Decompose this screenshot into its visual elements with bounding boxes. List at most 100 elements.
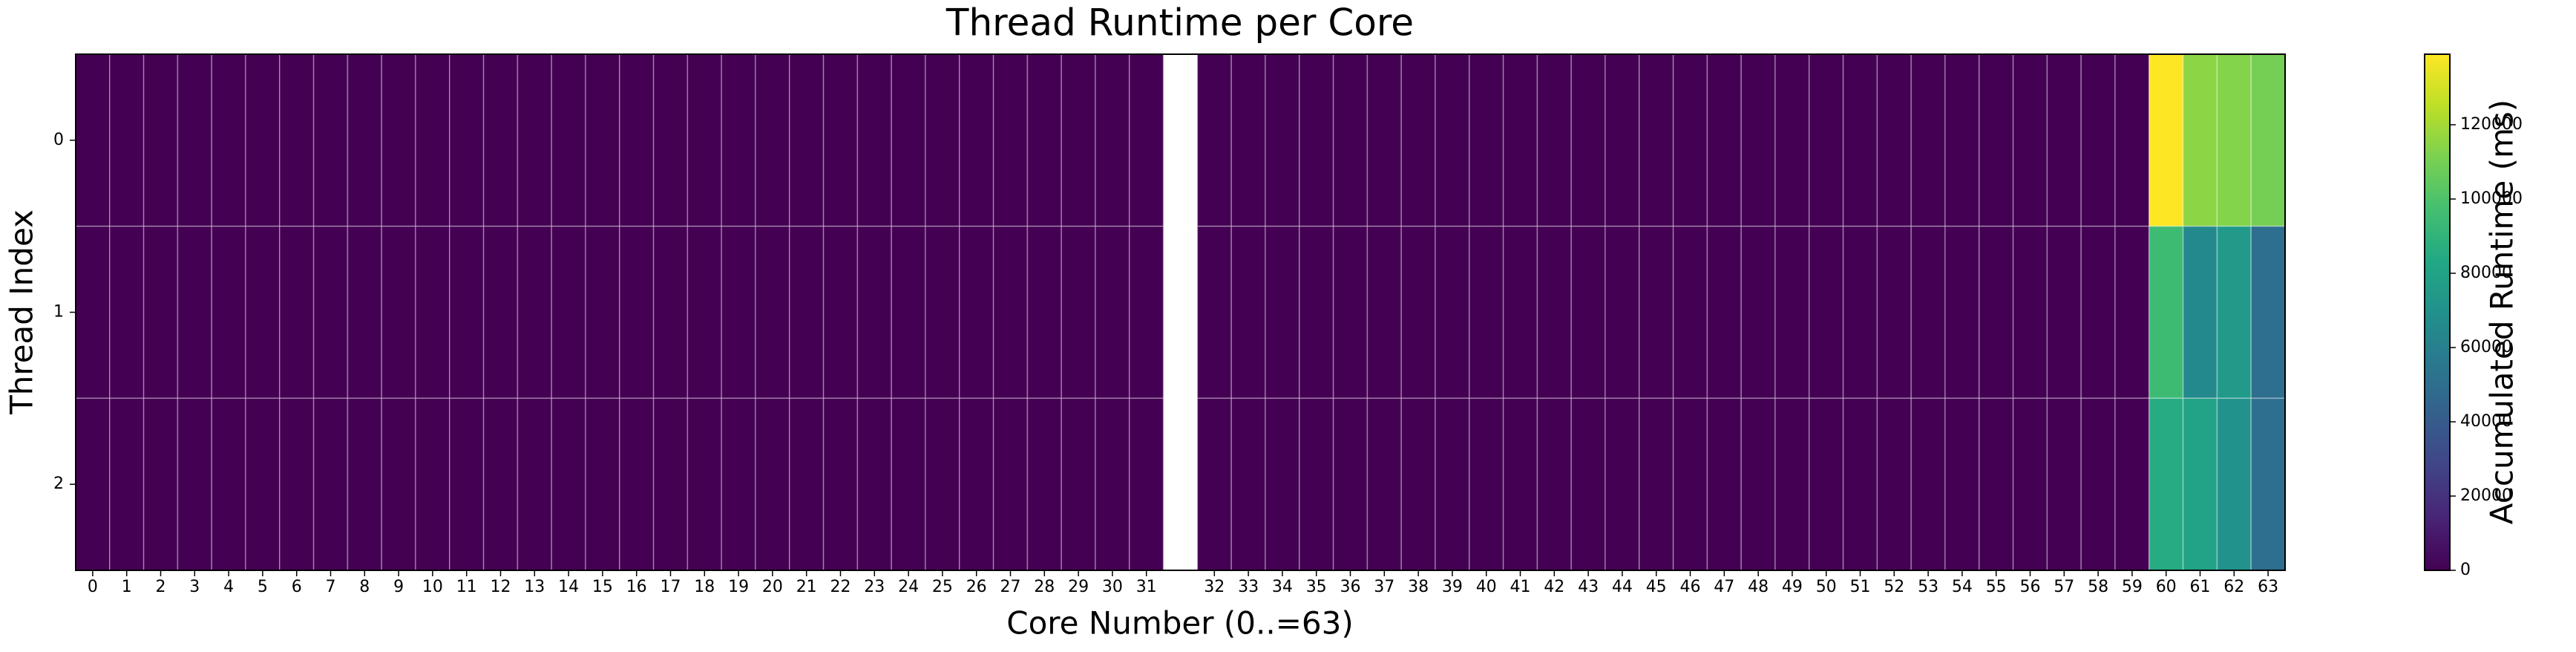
x-tick-label: 20 (762, 578, 783, 596)
heatmap-cell (2216, 53, 2252, 227)
heatmap-cell (652, 53, 689, 227)
heatmap-cell (1061, 397, 1096, 571)
colorbar-tick-label: 120000 (2460, 115, 2523, 134)
x-axis-label: Core Number (0..=63) (1006, 605, 1353, 642)
heatmap-cell (1570, 397, 1606, 571)
heatmap-cell (959, 53, 994, 227)
heatmap-cell (2216, 397, 2252, 571)
heatmap-cell (1299, 225, 1334, 400)
heatmap-cell (1265, 397, 1300, 571)
heatmap-cell (1876, 397, 1912, 571)
heatmap-cell (2250, 397, 2286, 571)
heatmap-cell (1332, 397, 1369, 571)
heatmap-cell (1605, 397, 1640, 571)
x-tick-label: 16 (626, 578, 647, 596)
heatmap-cell (1026, 397, 1062, 571)
heatmap-cell (1570, 225, 1606, 400)
heatmap-cell (1944, 397, 1980, 571)
heatmap-cell (925, 225, 960, 400)
x-tick-label: 60 (2156, 578, 2177, 596)
heatmap-cell (856, 225, 892, 400)
heatmap-cell (312, 225, 349, 400)
heatmap-cell (1265, 225, 1300, 400)
heatmap-cell (1299, 53, 1334, 227)
heatmap-cell (75, 53, 111, 227)
heatmap-cell (2046, 53, 2082, 227)
heatmap-cell (822, 225, 859, 400)
colorbar-tick-label: 20000 (2460, 486, 2512, 505)
heatmap-cell (211, 397, 246, 571)
x-tick-label: 38 (1408, 578, 1429, 596)
x-tick-label: 50 (1816, 578, 1837, 596)
heatmap-cell (619, 53, 655, 227)
heatmap-cell (1400, 397, 1436, 571)
y-tick-label: 0 (53, 131, 64, 149)
heatmap-cell (1265, 53, 1300, 227)
heatmap-cell (721, 53, 756, 227)
x-tick-label: 4 (223, 578, 234, 596)
colorbar-tick-label: 40000 (2460, 412, 2512, 431)
heatmap-cell (1129, 397, 1164, 571)
heatmap-cell (1842, 225, 1878, 400)
heatmap-cell (1536, 397, 1572, 571)
heatmap-cell (1876, 53, 1912, 227)
heatmap-cell (75, 397, 111, 571)
chart-title: Thread Runtime per Core (945, 1, 1414, 45)
heatmap-cell (1706, 225, 1742, 400)
x-tick-label: 41 (1510, 578, 1531, 596)
heatmap-cell (1740, 397, 1776, 571)
heatmap-cell (959, 225, 994, 400)
heatmap-cell (1026, 225, 1062, 400)
heatmap-cell (1400, 53, 1436, 227)
heatmap-cell (755, 53, 790, 227)
colorbar-label: Accumulated Runtime (ms) (2484, 100, 2520, 524)
heatmap-cell (109, 397, 145, 571)
x-tick-label: 13 (524, 578, 545, 596)
heatmap-cell (925, 53, 960, 227)
heatmap-cell (1672, 397, 1708, 571)
heatmap-cell (856, 397, 892, 571)
x-tick-label: 45 (1646, 578, 1667, 596)
heatmap-cell (2182, 397, 2218, 571)
heatmap-cell (347, 225, 382, 400)
x-tick-label: 24 (898, 578, 919, 596)
heatmap-cell (347, 53, 382, 227)
heatmap-cell (2182, 225, 2218, 400)
heatmap-cell (1502, 225, 1538, 400)
heatmap-cell (2012, 53, 2048, 227)
heatmap-cell (822, 397, 859, 571)
y-tick-label: 2 (53, 475, 64, 493)
heatmap-cell (2250, 53, 2286, 227)
heatmap-cell (1366, 225, 1402, 400)
heatmap-cell (1809, 53, 1844, 227)
x-tick-label: 19 (728, 578, 749, 596)
heatmap-cell (142, 225, 179, 400)
heatmap-cell (1570, 53, 1606, 227)
x-tick-label: 31 (1136, 578, 1157, 596)
heatmap-cell (109, 225, 145, 400)
x-tick-label: 32 (1204, 578, 1225, 596)
x-tick-label: 21 (796, 578, 817, 596)
heatmap-cell (482, 397, 519, 571)
heatmap-cell (1842, 397, 1878, 571)
heatmap-cell (2149, 397, 2184, 571)
x-tick-label: 26 (966, 578, 987, 596)
heatmap-cell (1095, 225, 1130, 400)
heatmap-cell (1876, 225, 1912, 400)
heatmap-cell (415, 53, 450, 227)
heatmap-cell (551, 225, 586, 400)
x-tick-label: 63 (2258, 578, 2278, 596)
heatmap-cell (1196, 53, 1232, 227)
heatmap-cell (1809, 397, 1844, 571)
heatmap-cell (1979, 53, 2014, 227)
heatmap-cell (2046, 225, 2082, 400)
heatmap-cell (1605, 225, 1640, 400)
x-tick-label: 23 (864, 578, 885, 596)
x-tick-label: 25 (932, 578, 953, 596)
heatmap-cell (109, 53, 145, 227)
heatmap-cell (2046, 397, 2082, 571)
heatmap-cell (1910, 225, 1946, 400)
heatmap-cell (1979, 397, 2014, 571)
heatmap-cell (2114, 225, 2150, 400)
